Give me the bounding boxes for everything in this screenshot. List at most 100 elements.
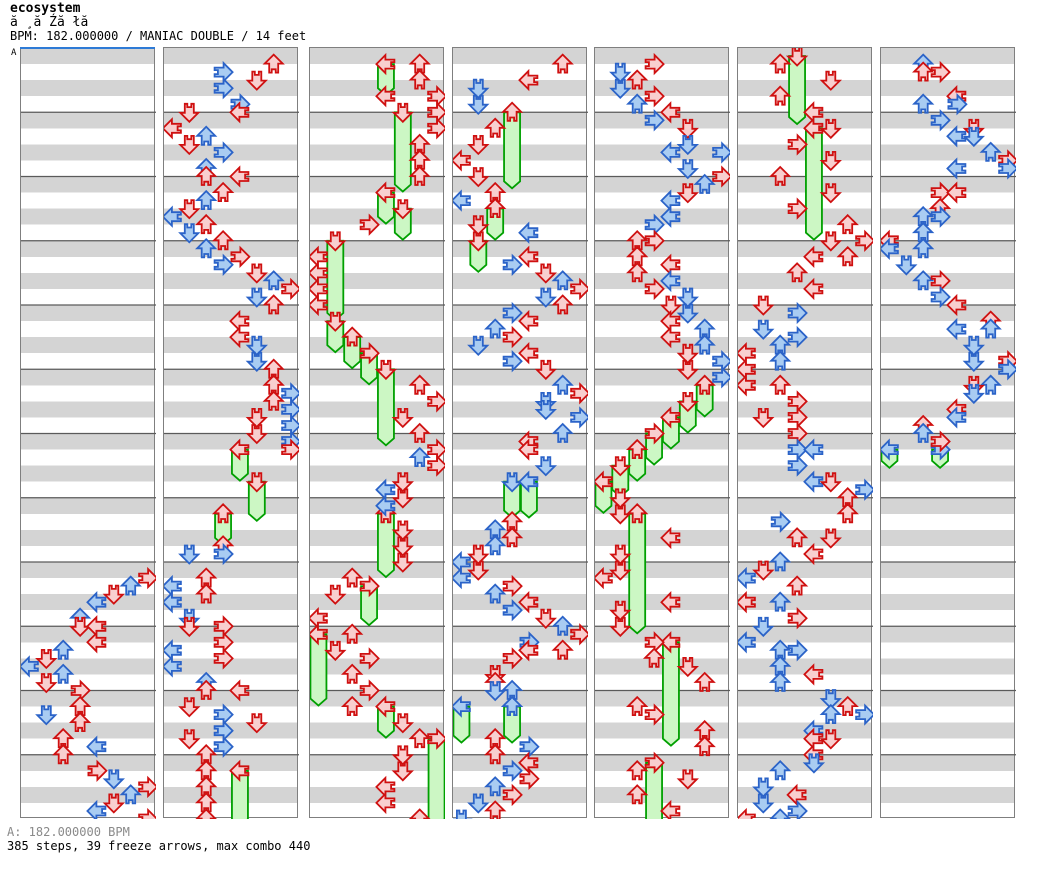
note-right-red-arrow: [570, 277, 588, 301]
note-left-red-arrow: [375, 85, 396, 108]
note-left-red-arrow: [518, 342, 539, 365]
note-right-blue-arrow: [213, 60, 234, 84]
note-down-blue-arrow: [962, 126, 985, 148]
note-right-blue-arrow: [787, 438, 808, 461]
note-left-blue-arrow: [164, 655, 182, 678]
note-right-red-arrow: [281, 277, 299, 301]
note-up-red-arrow: [195, 792, 218, 813]
note-down-red-arrow: [178, 135, 201, 156]
note-down-red-arrow: [178, 102, 201, 124]
note-up-red-arrow: [626, 69, 649, 90]
note-up-red-arrow: [408, 808, 431, 819]
note-left-red-arrow: [518, 309, 539, 333]
freeze-arrow-body: [503, 111, 521, 190]
note-right-blue-arrow: [502, 350, 523, 373]
note-up-red-arrow: [769, 374, 792, 395]
note-down-red-arrow: [609, 488, 632, 509]
note-left-blue-arrow: [86, 735, 107, 758]
note-left-blue-arrow: [164, 639, 182, 662]
note-down-blue-arrow: [802, 753, 826, 774]
note-left-red-arrow: [310, 607, 328, 630]
note-left-red-arrow: [738, 358, 756, 381]
note-left-red-arrow: [310, 245, 328, 268]
note-left-red-arrow: [786, 783, 807, 807]
freeze-arrow-head: [453, 695, 471, 718]
note-right-blue-arrow: [213, 542, 234, 566]
note-right-red-arrow: [570, 382, 588, 405]
note-up-blue-arrow: [769, 551, 792, 572]
note-right-red-arrow: [787, 406, 808, 429]
note-left-red-arrow: [86, 615, 107, 638]
note-right-red-arrow: [427, 438, 445, 461]
note-up-red-arrow: [484, 727, 507, 749]
note-up-red-arrow: [262, 294, 285, 315]
note-left-red-arrow: [518, 751, 539, 774]
note-down-blue-arrow: [467, 94, 490, 115]
note-left-blue-arrow: [375, 494, 396, 517]
note-right-red-arrow: [644, 631, 665, 654]
chart-column-7: [880, 47, 1016, 818]
note-right-blue-arrow: [644, 213, 665, 236]
note-right-red-arrow: [644, 85, 665, 108]
note-up-red-arrow: [836, 246, 859, 267]
note-right-red-arrow: [502, 574, 523, 598]
freeze-arrow-head: [391, 102, 414, 124]
note-down-red-arrow: [324, 640, 347, 662]
note-right-red-arrow: [644, 277, 665, 301]
note-up-blue-arrow: [195, 238, 218, 259]
note-left-red-arrow: [229, 325, 250, 349]
note-down-red-arrow: [752, 560, 775, 581]
note-up-red-arrow: [408, 69, 431, 90]
freeze-arrow-head: [644, 422, 665, 445]
note-up-blue-arrow: [551, 422, 574, 443]
note-up-red-arrow: [341, 567, 364, 588]
note-left-red-arrow: [518, 245, 539, 268]
note-left-blue-arrow: [453, 550, 471, 574]
note-up-blue-arrow: [912, 270, 935, 291]
note-right-red-arrow: [427, 390, 445, 413]
note-up-blue-arrow: [119, 575, 142, 596]
freeze-arrow-head: [785, 48, 809, 67]
note-right-red-arrow: [359, 213, 380, 236]
chart-column-3: [309, 47, 445, 819]
note-up-red-arrow: [551, 639, 574, 660]
note-left-red-arrow: [803, 101, 824, 124]
note-left-red-arrow: [310, 293, 328, 317]
note-right-blue-arrow: [213, 141, 234, 164]
note-left-blue-arrow: [738, 631, 756, 654]
note-right-blue-arrow: [930, 109, 951, 132]
note-left-red-arrow: [453, 149, 471, 172]
song-subtitle: ă ¸ă Źă łă: [10, 15, 89, 30]
note-right-red-arrow: [644, 52, 665, 76]
note-up-blue-arrow: [408, 446, 431, 468]
note-right-blue-arrow: [787, 454, 808, 477]
note-up-blue-arrow: [979, 374, 1002, 395]
note-down-red-arrow: [102, 584, 125, 605]
note-down-blue-arrow: [752, 793, 775, 814]
note-down-red-arrow: [676, 343, 699, 364]
note-down-blue-arrow: [178, 223, 201, 244]
note-down-blue-arrow: [245, 351, 268, 372]
note-right-red-arrow: [70, 679, 91, 702]
note-up-red-arrow: [195, 213, 218, 235]
note-right-red-arrow: [427, 454, 445, 477]
note-down-blue-arrow: [467, 78, 490, 99]
freeze-arrow-head: [245, 472, 268, 493]
section-marker-a: A: [11, 48, 17, 58]
freeze-arrow-head: [375, 52, 396, 76]
note-left-red-arrow: [310, 277, 328, 301]
freeze-arrow-body: [628, 512, 647, 635]
note-up-blue-arrow: [195, 125, 218, 146]
note-down-blue-arrow: [962, 383, 985, 405]
note-right-blue-arrow: [519, 735, 540, 758]
note-right-blue-arrow: [644, 109, 665, 132]
note-down-blue-arrow: [453, 809, 473, 819]
note-up-blue-arrow: [500, 679, 524, 700]
note-down-blue-arrow: [534, 456, 557, 477]
note-up-blue-arrow: [484, 519, 507, 540]
chart-column-1: [20, 47, 156, 819]
note-up-red-arrow: [262, 374, 285, 395]
freeze-arrow-head: [660, 631, 681, 654]
note-up-red-arrow: [195, 760, 218, 781]
